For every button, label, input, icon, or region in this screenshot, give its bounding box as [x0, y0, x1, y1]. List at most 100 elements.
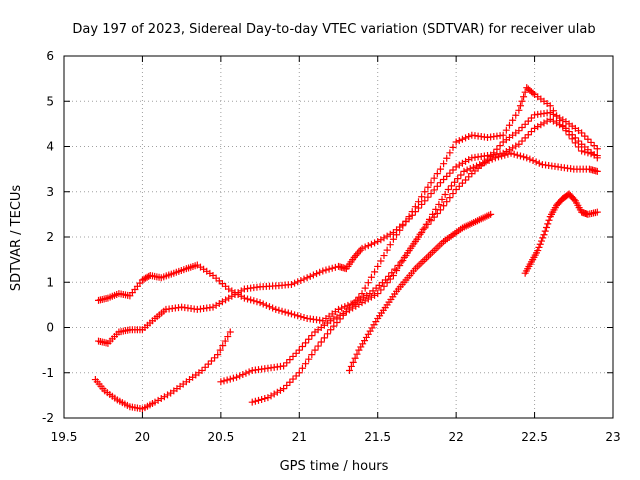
data-point — [256, 299, 264, 307]
series-track-b — [95, 115, 601, 347]
data-point — [400, 253, 408, 261]
data-point — [247, 296, 255, 304]
data-point — [259, 300, 267, 308]
data-point — [526, 155, 534, 163]
data-point — [544, 220, 552, 228]
data-point — [367, 293, 375, 301]
data-point — [462, 176, 470, 184]
data-point — [430, 174, 438, 182]
data-point — [374, 290, 382, 298]
data-point — [341, 303, 349, 311]
data-point — [421, 188, 429, 196]
data-point — [289, 352, 297, 360]
data-point — [393, 266, 401, 274]
y-tick-label: 0 — [46, 321, 54, 335]
data-point — [435, 200, 443, 208]
data-point — [452, 163, 460, 171]
data-point — [584, 135, 592, 143]
series-track-c — [91, 328, 234, 413]
data-point — [496, 142, 504, 150]
data-point — [523, 154, 531, 162]
data-point — [430, 186, 438, 194]
data-point — [339, 311, 347, 319]
data-point — [452, 138, 460, 146]
data-point — [476, 161, 484, 169]
data-point — [224, 333, 232, 341]
data-point — [353, 350, 361, 358]
data-point — [449, 190, 457, 198]
data-point — [490, 149, 498, 157]
data-point — [542, 223, 550, 231]
data-point — [217, 378, 225, 386]
data-point — [529, 157, 537, 165]
data-point — [204, 360, 212, 368]
data-point — [347, 362, 355, 370]
data-point — [350, 299, 358, 307]
data-point — [276, 386, 284, 394]
data-point — [513, 151, 521, 159]
data-point — [345, 304, 353, 312]
data-point — [300, 314, 308, 322]
data-point — [405, 213, 413, 221]
data-point — [546, 109, 554, 117]
data-point — [291, 311, 299, 319]
data-point — [581, 132, 589, 140]
data-point — [222, 296, 230, 304]
data-point — [436, 206, 444, 214]
data-point — [367, 273, 375, 281]
data-point — [396, 226, 404, 234]
data-point — [226, 328, 234, 336]
data-point — [418, 228, 426, 236]
y-axis-label: SDTVAR / TECUs — [9, 185, 24, 292]
data-point — [482, 158, 490, 166]
data-point — [540, 119, 548, 127]
data-point — [261, 395, 269, 403]
data-point — [449, 143, 457, 151]
data-point — [265, 303, 273, 311]
data-point — [421, 197, 429, 205]
data-point — [593, 167, 601, 175]
data-point — [330, 322, 338, 330]
data-point — [425, 215, 433, 223]
data-point — [484, 156, 492, 164]
data-points — [91, 84, 601, 413]
data-point — [211, 354, 219, 362]
data-point — [562, 127, 570, 135]
data-point — [305, 355, 313, 363]
data-point — [529, 89, 537, 97]
data-point — [465, 133, 473, 141]
data-point — [270, 390, 278, 398]
data-point — [556, 117, 564, 125]
data-point — [248, 398, 256, 406]
data-point — [593, 145, 601, 153]
series-track-f — [345, 210, 495, 374]
data-point — [414, 233, 422, 241]
data-point — [520, 93, 528, 101]
data-point — [157, 395, 165, 403]
data-point — [219, 342, 227, 350]
data-point — [518, 97, 526, 105]
data-point — [466, 165, 474, 173]
series-track-d — [217, 109, 601, 386]
data-point — [505, 121, 513, 129]
data-point — [446, 149, 454, 157]
data-point — [408, 208, 416, 216]
data-point — [380, 282, 388, 290]
data-point — [419, 225, 427, 233]
data-point — [502, 126, 510, 134]
data-point — [424, 220, 432, 228]
data-point — [324, 330, 332, 338]
data-point — [250, 297, 258, 305]
data-point — [209, 303, 217, 311]
data-point — [383, 279, 391, 287]
data-point — [286, 356, 294, 364]
data-point — [396, 262, 404, 270]
data-point — [590, 151, 598, 159]
data-point — [458, 159, 466, 167]
data-point — [342, 308, 350, 316]
data-point — [240, 294, 248, 302]
data-point — [389, 235, 397, 243]
data-point — [559, 122, 567, 130]
data-point — [302, 339, 310, 347]
